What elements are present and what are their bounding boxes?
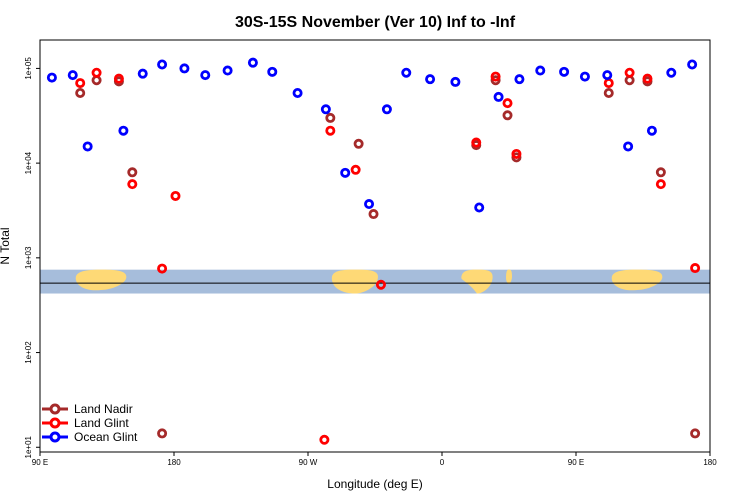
legend-swatch-marker [49, 431, 61, 443]
data-point [425, 74, 436, 85]
legend-label-land-glint: Land Glint [74, 416, 129, 430]
data-point [267, 66, 278, 77]
y-tick-label: 1e+03 [24, 246, 33, 269]
data-point [364, 199, 375, 210]
data-point [353, 138, 364, 149]
data-point [559, 66, 570, 77]
data-point [687, 59, 698, 70]
data-point [247, 57, 258, 68]
legend-label-land-nadir: Land Nadir [74, 402, 133, 416]
data-point [113, 73, 124, 84]
data-point [502, 110, 513, 121]
y-tick-label: 1e+05 [24, 57, 33, 80]
data-point [690, 263, 701, 274]
data-point [375, 279, 386, 290]
plot-frame [39, 39, 711, 453]
data-point [642, 73, 653, 84]
legend-label-ocean-glint: Ocean Glint [74, 430, 138, 444]
x-tick-label: 0 [440, 458, 445, 467]
data-point [46, 72, 57, 83]
data-point [603, 88, 614, 99]
data-point [511, 148, 522, 159]
series-ocean-glint [46, 57, 698, 213]
land-blob [611, 269, 663, 291]
data-point [624, 67, 635, 78]
data-point [514, 74, 525, 85]
data-point [75, 78, 86, 89]
land-blob [331, 269, 378, 294]
x-tick-label: 180 [167, 458, 181, 467]
data-point [623, 141, 634, 152]
x-tick-label: 90 E [568, 458, 584, 467]
data-point [222, 65, 233, 76]
data-point [368, 209, 379, 220]
background-map [40, 269, 710, 294]
y-axis-label: N Total [0, 227, 12, 264]
data-point [602, 70, 613, 81]
x-tick-label: 90 W [299, 458, 318, 467]
data-point [493, 91, 504, 102]
y-tick-label: 1e+04 [24, 151, 33, 174]
data-point [474, 202, 485, 213]
y-tick-label: 1e+01 [24, 435, 33, 458]
legend: Land Nadir Land Glint Ocean Glint [42, 402, 138, 444]
data-point [655, 179, 666, 190]
data-point [91, 67, 102, 78]
x-axis-label: Longitude (deg E) [327, 477, 422, 491]
data-point [340, 167, 351, 178]
data-point [67, 70, 78, 81]
land-blobs [75, 269, 663, 294]
data-point [490, 71, 501, 82]
data-point [502, 98, 513, 109]
x-axis: 90 E 180 90 W 0 90 E 180 [32, 452, 717, 467]
data-point [471, 137, 482, 148]
series-land-nadir [75, 75, 701, 439]
legend-swatch-marker [49, 403, 61, 415]
legend-entry-land-glint: Land Glint [42, 416, 129, 430]
legend-entry-land-nadir: Land Nadir [42, 402, 133, 416]
data-point [137, 68, 148, 79]
data-point [319, 434, 330, 445]
land-blob [75, 269, 127, 291]
data-point [655, 167, 666, 178]
data-point [127, 167, 138, 178]
data-point [603, 78, 614, 89]
x-tick-label: 90 E [32, 458, 48, 467]
data-point [690, 428, 701, 439]
data-point [381, 104, 392, 115]
data-point [401, 67, 412, 78]
data-point [170, 190, 181, 201]
data-point [118, 125, 129, 136]
legend-swatch-marker [49, 417, 61, 429]
land-blob [506, 269, 512, 284]
series-land-glint [75, 67, 701, 445]
data-point [179, 63, 190, 74]
data-point [450, 76, 461, 87]
data-point [350, 164, 361, 175]
data-point [82, 141, 93, 152]
data-point [157, 263, 168, 274]
data-point [127, 179, 138, 190]
data-point [646, 125, 657, 136]
y-axis: 1e+01 1e+02 1e+03 1e+04 1e+05 [24, 57, 40, 458]
data-point [157, 59, 168, 70]
data-point [325, 125, 336, 136]
data-points [46, 57, 701, 445]
y-tick-label: 1e+02 [24, 341, 33, 364]
data-point [579, 71, 590, 82]
legend-entry-ocean-glint: Ocean Glint [42, 430, 138, 444]
data-point [320, 104, 331, 115]
data-point [292, 88, 303, 99]
land-blob [461, 269, 493, 294]
data-point [325, 112, 336, 123]
chart-title: 30S-15S November (Ver 10) Inf to -Inf [235, 14, 516, 31]
data-point [75, 88, 86, 99]
x-tick-label: 180 [703, 458, 717, 467]
data-point [157, 428, 168, 439]
data-point [666, 67, 677, 78]
data-point [200, 70, 211, 81]
data-point [535, 65, 546, 76]
data-point [490, 75, 501, 86]
